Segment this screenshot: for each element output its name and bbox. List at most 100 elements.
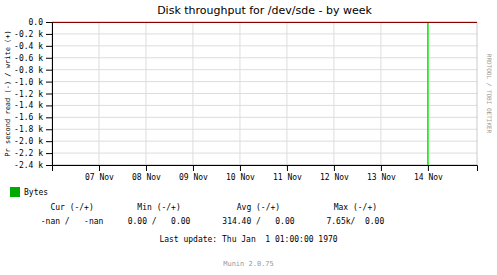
- y-tick: -0.2 k: [14, 30, 52, 39]
- tick-mark: [381, 165, 382, 171]
- grid-line: [52, 93, 477, 94]
- horizontal-line: [52, 22, 477, 23]
- x-tick: 12 Nov: [320, 165, 349, 182]
- footer-last-update: Last update: Thu Jan 1 01:00:00 1970: [159, 235, 337, 244]
- y-tick: -0.4 k: [14, 42, 52, 51]
- tick-mark: [46, 153, 52, 154]
- footer-header: Avg (-/+): [237, 203, 280, 212]
- x-tick: 09 Nov: [179, 165, 208, 182]
- tick-label: 10 Nov: [226, 173, 255, 182]
- grid-line: [52, 57, 477, 58]
- chart: 07 Nov 08 Nov 09 Nov 10 Nov 11 Nov 12 Nov 13 N…: [0, 0, 497, 275]
- axis-line: [46, 23, 53, 166]
- footer-value: 7.65k/ 0.00: [326, 217, 384, 226]
- tick-label: 07 Nov: [85, 173, 114, 182]
- footer: Cur (-/+) Min (-/+) Avg (-/+) Max (-/+) -nan…: [41, 203, 385, 268]
- legend: Bytes: [10, 187, 48, 197]
- grid-line: [52, 69, 477, 70]
- tick-label: -0.2 k: [14, 30, 43, 39]
- tick-label: -1.6 k: [14, 113, 43, 122]
- tick-label: -0.4 k: [14, 42, 43, 51]
- footer-header: Max (-/+): [334, 203, 377, 212]
- tick-mark: [99, 165, 100, 171]
- y-tick: -1.4 k: [14, 101, 52, 110]
- tick-label: -1.0 k: [14, 78, 43, 87]
- tick-mark: [46, 82, 52, 83]
- grid-line: [52, 81, 477, 82]
- tick-label: -0.6 k: [14, 54, 43, 63]
- tick-label: -0.8 k: [14, 66, 43, 75]
- tick-mark: [46, 70, 52, 71]
- y-tick: -1.0 k: [14, 78, 52, 87]
- grid-line: [52, 141, 477, 142]
- footer-value: 314.40 / 0.00: [222, 217, 294, 226]
- grid-line: [427, 22, 428, 165]
- tick-label: -2.4 k: [14, 161, 43, 170]
- tick-label: -1.4 k: [14, 101, 43, 110]
- grid-line: [52, 105, 477, 106]
- y-tick: -1.2 k: [14, 90, 52, 99]
- footer-value: -nan / -nan: [41, 217, 104, 226]
- tick-label: 11 Nov: [273, 173, 302, 182]
- tick-mark: [287, 165, 288, 171]
- footer-header: Cur (-/+): [50, 203, 93, 212]
- tick-mark: [146, 165, 147, 171]
- tick-label: 08 Nov: [132, 173, 161, 182]
- y-tick: -2.0 k: [14, 137, 52, 146]
- axis-line: [53, 166, 478, 172]
- y-tick: -0.6 k: [14, 54, 52, 63]
- x-tick: 14 Nov: [414, 165, 443, 182]
- tick-mark: [46, 94, 52, 95]
- y-tick: -2.4 k: [14, 161, 52, 170]
- grid-line: [52, 45, 477, 46]
- tick-label: 14 Nov: [414, 173, 443, 182]
- footer-value: 0.00 / 0.00: [128, 217, 191, 226]
- plot-frame: [52, 22, 477, 165]
- tick-mark: [334, 165, 335, 171]
- x-tick: 11 Nov: [273, 165, 302, 182]
- y-tick: 0.0: [29, 18, 52, 27]
- tick-mark: [46, 105, 52, 106]
- tick-label: 09 Nov: [179, 173, 208, 182]
- x-tick: 08 Nov: [132, 165, 161, 182]
- tick-mark: [46, 34, 52, 35]
- grid-line: [52, 33, 477, 34]
- marks: [52, 22, 477, 165]
- tick-mark: [240, 165, 241, 171]
- grid-line: [52, 153, 477, 154]
- tick-mark: [46, 58, 52, 59]
- x-tick: 07 Nov: [85, 165, 114, 182]
- y-tick: -2.2 k: [14, 149, 52, 158]
- footer-header: Min (-/+): [137, 203, 180, 212]
- grid-line: [52, 22, 477, 23]
- tick-mark: [46, 46, 52, 47]
- y-axis-label: Pr second read (-) / write (+): [4, 30, 12, 156]
- x-axis: 07 Nov 08 Nov 09 Nov 10 Nov 11 Nov 12 Nov 13 N…: [53, 165, 478, 182]
- tick-mark: [428, 165, 429, 171]
- tick-mark: [46, 165, 52, 166]
- tick-label: 13 Nov: [367, 173, 396, 182]
- tick-label: -1.2 k: [14, 90, 43, 99]
- grid-line: [52, 129, 477, 130]
- grid: [52, 22, 477, 165]
- x-tick: 13 Nov: [367, 165, 396, 182]
- footer-version: Munin 2.0.75: [223, 260, 274, 268]
- x-tick: 10 Nov: [226, 165, 255, 182]
- y-axis: 0.0 -0.2 k -0.4 k -0.6 k -0.8 k -1.0 k -1.2 k -…: [14, 18, 52, 170]
- grid-line: [52, 117, 477, 118]
- tick-label: 0.0: [29, 18, 44, 27]
- plot-area: 07 Nov 08 Nov 09 Nov 10 Nov 11 Nov 12 Nov 13 N…: [14, 18, 477, 182]
- tick-label: 12 Nov: [320, 173, 349, 182]
- legend-swatch: [10, 187, 20, 197]
- tick-mark: [46, 22, 52, 23]
- tick-label: -2.0 k: [14, 137, 43, 146]
- tick-mark: [46, 117, 52, 118]
- tick-label: -2.2 k: [14, 149, 43, 158]
- tick-mark: [46, 129, 52, 130]
- tick-mark: [46, 141, 52, 142]
- y-tick: -0.8 k: [14, 66, 52, 75]
- y-tick: -1.6 k: [14, 113, 52, 122]
- tick-mark: [193, 165, 194, 171]
- title: Disk throughput for /dev/sde - by week: [157, 4, 372, 17]
- legend-label: Bytes: [24, 188, 48, 197]
